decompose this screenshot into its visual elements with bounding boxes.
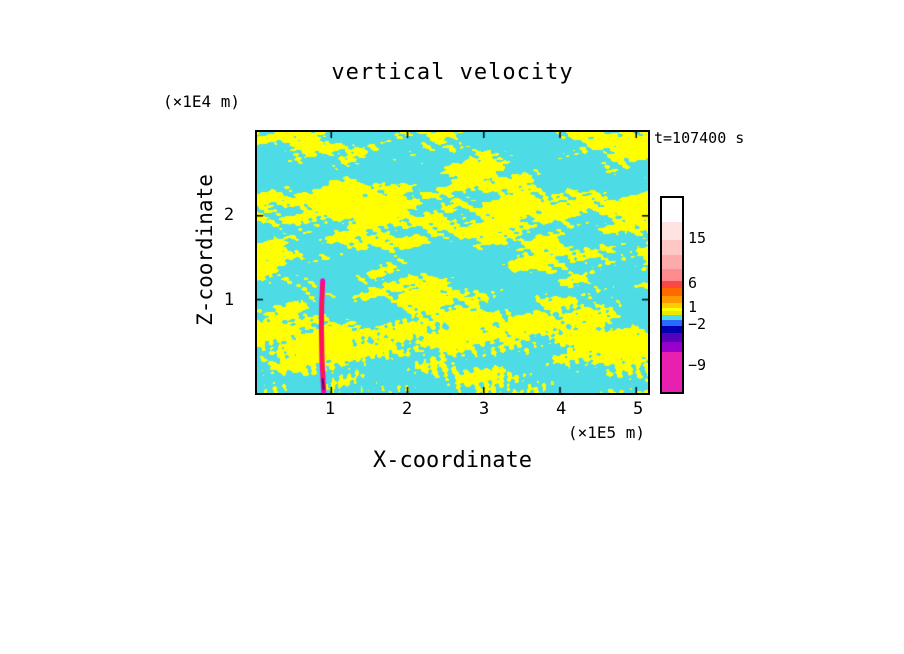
- x-tick-label: 4: [556, 399, 567, 419]
- colorbar-segment: [662, 295, 682, 303]
- colorbar-label: 15: [688, 228, 707, 247]
- colorbar-segment: [662, 307, 682, 312]
- colorbar-segment: [662, 268, 682, 281]
- colorbar: [660, 196, 684, 394]
- colorbar-segment: [662, 315, 682, 321]
- chart-title: vertical velocity: [331, 60, 574, 85]
- x-tick-label: 5: [633, 399, 644, 419]
- colorbar-segment: [662, 342, 682, 353]
- colorbar-segment: [662, 221, 682, 240]
- colorbar-segment: [662, 320, 682, 327]
- x-axis-label: X-coordinate: [373, 448, 532, 473]
- time-annotation: t=107400 s: [654, 129, 745, 147]
- x-tick-label: 1: [324, 399, 336, 419]
- colorbar-segment: [662, 302, 682, 308]
- colorbar-segment: [662, 239, 682, 255]
- colorbar-segment: [662, 311, 682, 316]
- colorbar-segment: [662, 287, 682, 296]
- colorbar-segment: [662, 352, 682, 392]
- colorbar-segment: [662, 254, 682, 269]
- x-axis-unit: (×1E5 m): [568, 423, 646, 442]
- colorbar-label: −2: [688, 315, 707, 334]
- colorbar-segment: [662, 280, 682, 288]
- heatmap-canvas: [257, 132, 648, 393]
- colorbar-segment: [662, 198, 682, 222]
- colorbar-label: −9: [688, 356, 707, 375]
- x-tick-label: 3: [478, 399, 490, 419]
- colorbar-segment: [662, 333, 682, 343]
- x-tick-label: 2: [401, 399, 413, 419]
- colorbar-segment: [662, 326, 682, 334]
- colorbar-label: 6: [688, 274, 698, 293]
- y-axis-unit: (×1E4 m): [163, 92, 241, 111]
- y-axis-label: Z-coordinate: [193, 174, 217, 326]
- y-tick-label: 1: [223, 290, 235, 311]
- plot-area: [255, 130, 650, 395]
- y-tick-label: 2: [223, 205, 235, 226]
- colorbar-label: 1: [688, 298, 698, 317]
